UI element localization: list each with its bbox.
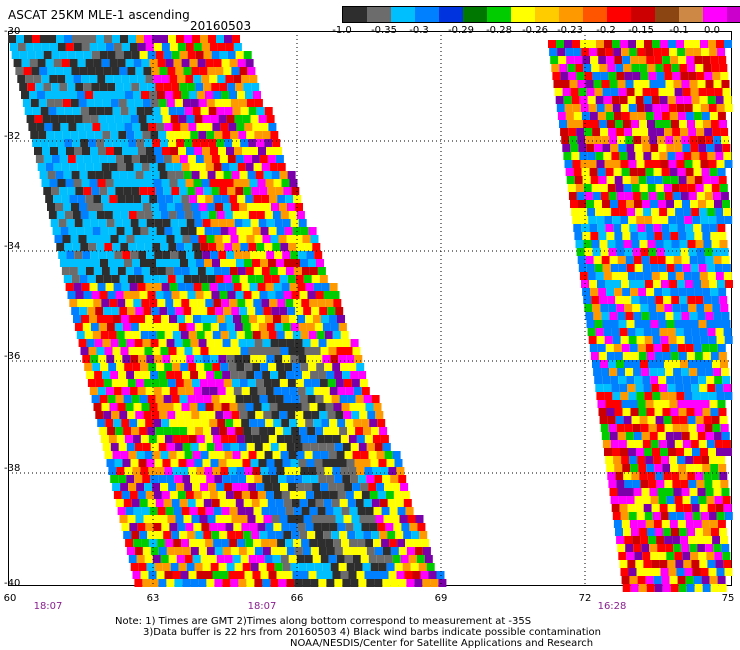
lat-label-40: -40 (4, 578, 21, 589)
colorbar-swatch (415, 7, 439, 22)
colorbar-tick-label: -1.0 (332, 25, 352, 36)
colorbar-swatch (439, 7, 463, 22)
colorbar-swatch (655, 7, 679, 22)
colorbar-tick-label: -0.28 (486, 25, 512, 36)
colorbar-tick-label: -0.29 (448, 25, 474, 36)
colorbar-swatch (487, 7, 511, 22)
colorbar-swatch (463, 7, 487, 22)
colorbar (342, 6, 740, 23)
time-label-right: 16:28 (597, 601, 627, 612)
note-line-1: Note: 1) Times are GMT 2)Times along bot… (115, 616, 532, 627)
colorbar-swatch (583, 7, 607, 22)
lon-label-66: 66 (290, 593, 304, 604)
colorbar-swatch (559, 7, 583, 22)
colorbar-tick-label: -0.23 (557, 25, 583, 36)
lat-label-30: -30 (4, 26, 21, 37)
colorbar-tick-label: -0.3 (409, 25, 429, 36)
colorbar-swatch (391, 7, 415, 22)
note-line-2: 3)Data buffer is 22 hrs from 20160503 4)… (143, 627, 601, 638)
lat-label-36: -36 (4, 351, 21, 362)
time-label-left: 18:07 (33, 601, 63, 612)
lon-label-63: 63 (146, 593, 160, 604)
colorbar-tick-label: -0.35 (371, 25, 397, 36)
colorbar-swatch (367, 7, 391, 22)
colorbar-tick-label: 0.0 (704, 25, 720, 36)
lat-label-34: -34 (4, 241, 21, 252)
colorbar-swatch (535, 7, 559, 22)
colorbar-tick-label: -0.2 (596, 25, 616, 36)
colorbar-swatch (703, 7, 727, 22)
chart-date: 20160503 (190, 19, 252, 33)
colorbar-swatch (679, 7, 703, 22)
lon-label-75: 75 (721, 593, 735, 604)
colorbar-swatch (343, 7, 367, 22)
colorbar-swatch (727, 7, 740, 22)
lon-label-72: 72 (578, 593, 592, 604)
colorbar-tick-label: -0.15 (628, 25, 654, 36)
colorbar-swatch (631, 7, 655, 22)
lat-label-32: -32 (4, 131, 21, 142)
colorbar-tick-label: -0.1 (669, 25, 689, 36)
colorbar-swatch (607, 7, 631, 22)
time-label-middle: 18:07 (247, 601, 277, 612)
colorbar-tick-label: -0.26 (522, 25, 548, 36)
colorbar-swatch (511, 7, 535, 22)
lat-label-38: -38 (4, 463, 21, 474)
lon-label-69: 69 (434, 593, 448, 604)
lon-label-60: 60 (3, 593, 17, 604)
chart-title: ASCAT 25KM MLE-1 ascending (8, 8, 190, 22)
note-line-3: NOAA/NESDIS/Center for Satellite Applica… (290, 638, 594, 649)
